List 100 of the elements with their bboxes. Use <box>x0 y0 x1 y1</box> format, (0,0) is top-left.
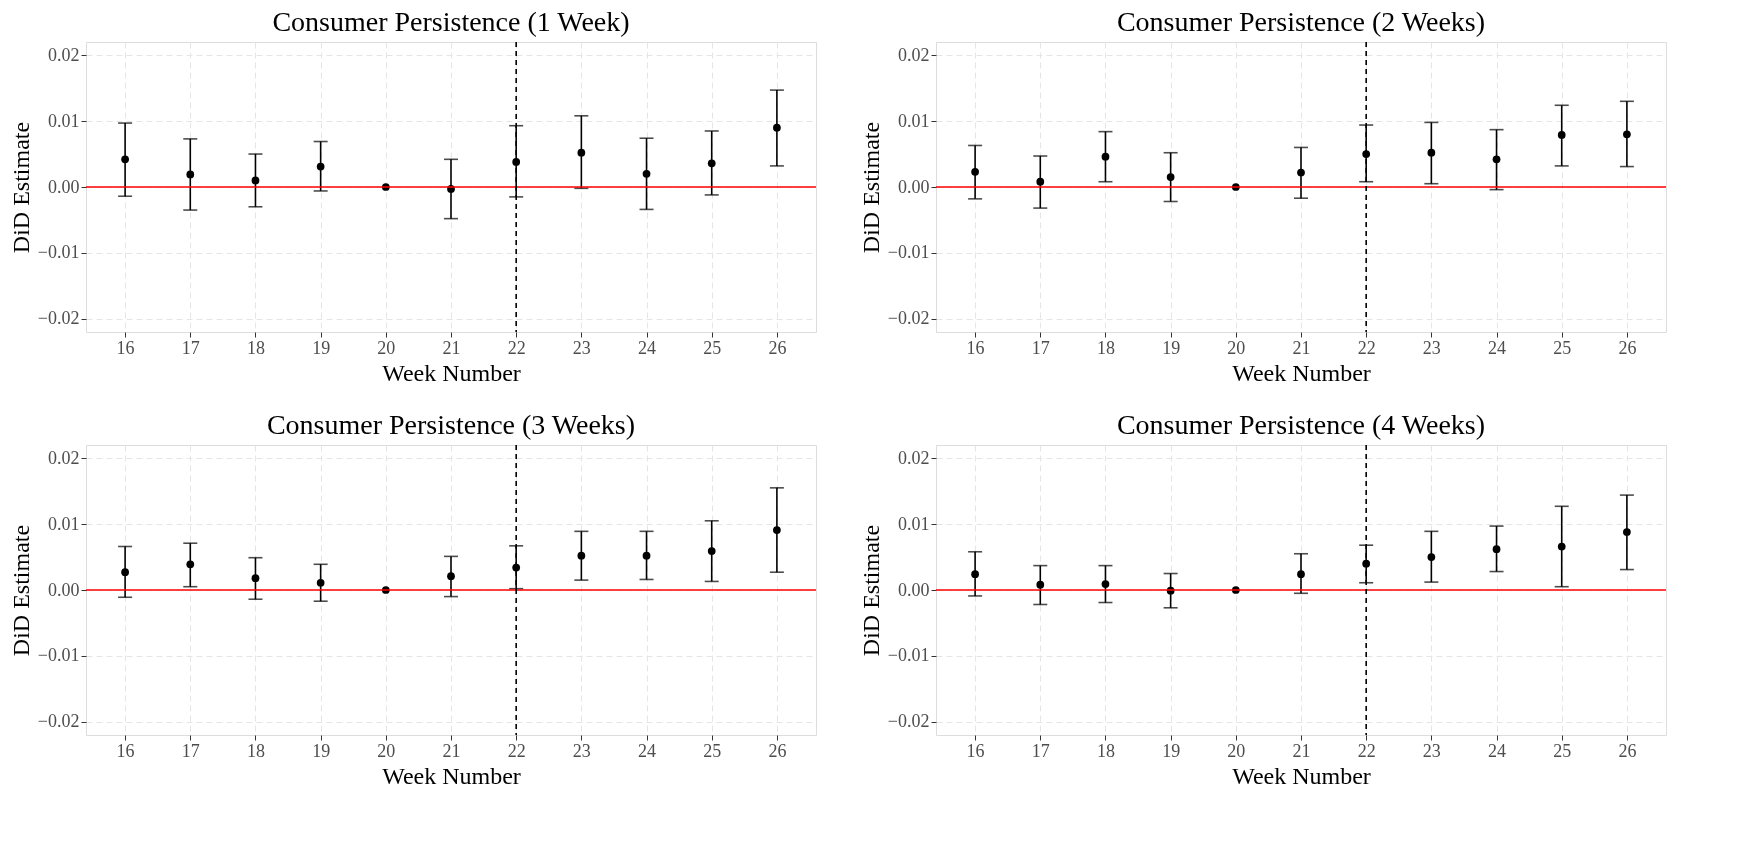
x-tick-label: 24 <box>1488 740 1507 761</box>
x-tick-label: 21 <box>1292 740 1311 761</box>
point <box>251 574 260 582</box>
x-tick-label: 21 <box>442 337 461 358</box>
x-tick-label: 26 <box>1618 337 1637 358</box>
x-tick-label: 21 <box>442 740 461 761</box>
x-tick-label: 24 <box>638 740 657 761</box>
x-tick-label: 22 <box>1357 337 1376 358</box>
y-axis-title: DiD Estimate <box>7 121 34 254</box>
x-tick-label: 23 <box>1422 337 1441 358</box>
x-tick-label: 19 <box>312 740 331 761</box>
point <box>1557 542 1566 551</box>
point <box>971 167 979 176</box>
x-tick-label: 18 <box>1096 337 1115 358</box>
x-tick-label: 21 <box>1292 337 1311 358</box>
x-axis-title: Week Number <box>382 762 521 789</box>
x-tick-label: 17 <box>181 740 200 761</box>
point <box>1166 173 1175 181</box>
point <box>1101 580 1110 588</box>
y-tick-label: 0.00 <box>48 579 80 600</box>
point <box>121 155 129 164</box>
x-tick-label: 18 <box>246 337 265 358</box>
point <box>1297 168 1305 177</box>
point <box>316 162 325 171</box>
y-tick-label: 0.01 <box>48 513 80 534</box>
point <box>1036 580 1045 589</box>
x-tick-label: 20 <box>377 337 396 358</box>
y-tick-label: −0.01 <box>887 242 930 263</box>
x-tick-label: 26 <box>768 337 787 358</box>
y-tick-label: −0.02 <box>887 711 930 732</box>
point <box>186 170 195 179</box>
x-axis-title: Week Number <box>1232 359 1371 386</box>
y-tick-label: 0.02 <box>48 447 80 468</box>
point <box>773 526 781 534</box>
x-tick-label: 26 <box>768 740 787 761</box>
x-axis-title: Week Number <box>382 359 521 386</box>
point <box>1036 177 1045 186</box>
y-tick-label: 0.01 <box>898 513 930 534</box>
x-tick-label: 24 <box>638 337 657 358</box>
x-tick-label: 25 <box>703 337 722 358</box>
x-tick-label: 23 <box>572 337 591 358</box>
x-tick-label: 23 <box>1422 740 1441 761</box>
x-tick-label: 20 <box>1227 740 1246 761</box>
point <box>707 159 716 168</box>
point <box>1427 553 1436 561</box>
y-axis-title: DiD Estimate <box>7 524 34 657</box>
point <box>773 123 781 132</box>
x-tick-label: 24 <box>1488 337 1507 358</box>
x-tick-label: 19 <box>312 337 331 358</box>
y-tick-label: 0.00 <box>898 579 930 600</box>
x-tick-label: 22 <box>507 740 526 761</box>
x-tick-label: 22 <box>507 337 526 358</box>
point <box>707 547 716 555</box>
y-tick-label: −0.02 <box>37 711 80 732</box>
x-tick-label: 16 <box>116 740 135 761</box>
point <box>642 551 651 560</box>
y-tick-label: −0.02 <box>37 308 80 329</box>
chart-title: Consumer Persistence (4 Weeks) <box>1116 409 1486 441</box>
x-tick-label: 19 <box>1162 740 1181 761</box>
x-tick-label: 26 <box>1618 740 1637 761</box>
point <box>1557 131 1566 139</box>
chart-title: Consumer Persistence (2 Weeks) <box>1116 6 1486 38</box>
x-tick-label: 22 <box>1357 740 1376 761</box>
x-axis-title: Week Number <box>1232 762 1371 789</box>
point <box>121 568 129 577</box>
point <box>577 148 586 157</box>
chart-title: Consumer Persistence (1 Week) <box>272 6 630 38</box>
y-tick-label: 0.02 <box>48 44 80 65</box>
x-tick-label: 19 <box>1162 337 1181 358</box>
point <box>512 563 521 572</box>
x-tick-label: 18 <box>1096 740 1115 761</box>
x-tick-label: 16 <box>966 740 985 761</box>
y-tick-label: −0.02 <box>887 308 930 329</box>
point <box>1492 545 1501 553</box>
point <box>251 176 260 185</box>
x-tick-label: 16 <box>966 337 985 358</box>
point <box>186 560 195 569</box>
x-tick-label: 23 <box>572 740 591 761</box>
chart-title: Consumer Persistence (3 Weeks) <box>266 409 636 441</box>
x-tick-label: 20 <box>1227 337 1246 358</box>
x-tick-label: 25 <box>1553 337 1572 358</box>
point <box>447 572 455 581</box>
y-tick-label: −0.01 <box>887 645 930 666</box>
y-tick-label: −0.01 <box>37 242 80 263</box>
x-tick-label: 18 <box>246 740 265 761</box>
y-tick-label: 0.00 <box>898 176 930 197</box>
x-tick-label: 20 <box>377 740 396 761</box>
x-tick-label: 25 <box>703 740 722 761</box>
point <box>1297 570 1305 579</box>
x-tick-label: 17 <box>1031 337 1050 358</box>
y-axis-title: DiD Estimate <box>857 121 884 254</box>
y-axis-title: DiD Estimate <box>857 524 884 657</box>
y-tick-label: 0.02 <box>898 44 930 65</box>
y-tick-label: −0.01 <box>37 645 80 666</box>
point <box>316 578 325 587</box>
y-tick-label: 0.01 <box>48 110 80 131</box>
point <box>971 570 979 579</box>
y-tick-label: 0.01 <box>898 110 930 131</box>
point <box>1101 152 1110 161</box>
x-tick-label: 25 <box>1553 740 1572 761</box>
